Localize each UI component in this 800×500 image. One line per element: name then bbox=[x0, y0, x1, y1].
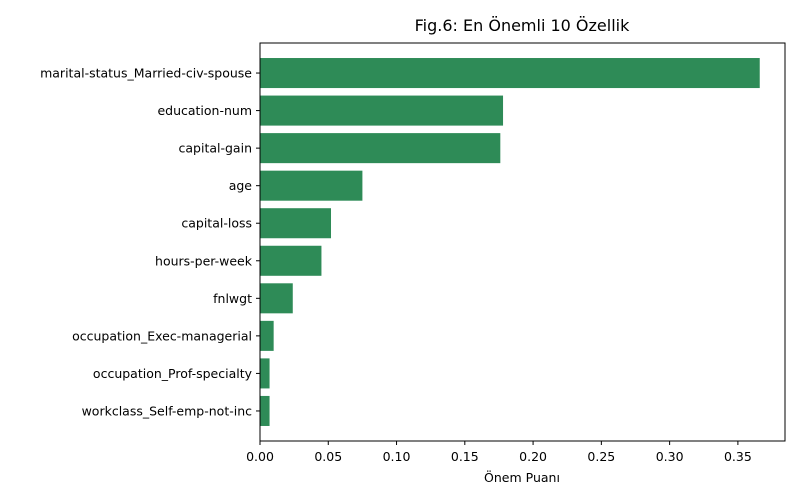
bar-1 bbox=[260, 95, 504, 126]
y-tick-label: occupation_Exec-managerial bbox=[72, 328, 252, 343]
x-tick-label: 0.25 bbox=[587, 449, 615, 464]
y-tick-label: marital-status_Married-civ-spouse bbox=[40, 66, 252, 81]
y-tick-label: education-num bbox=[157, 103, 252, 118]
x-tick-label: 0.15 bbox=[451, 449, 479, 464]
y-tick-label: occupation_Prof-specialty bbox=[93, 366, 253, 381]
bar-0 bbox=[260, 58, 760, 89]
x-tick-label: 0.05 bbox=[314, 449, 342, 464]
bar-4 bbox=[260, 208, 332, 239]
x-tick-label: 0.30 bbox=[656, 449, 684, 464]
x-tick-label: 0.10 bbox=[383, 449, 411, 464]
bars-group bbox=[260, 58, 760, 426]
x-tick-label: 0.20 bbox=[519, 449, 547, 464]
y-tick-label: capital-loss bbox=[181, 216, 252, 231]
x-axis: 0.00 0.05 0.10 0.15 0.20 0.25 0.30 0.35 bbox=[246, 441, 752, 464]
y-tick-label: fnlwgt bbox=[213, 291, 252, 306]
bar-3 bbox=[260, 170, 363, 201]
x-tick-label: 0.35 bbox=[724, 449, 752, 464]
y-tick-label: capital-gain bbox=[179, 141, 252, 156]
bar-2 bbox=[260, 133, 501, 164]
y-tick-label: hours-per-week bbox=[155, 253, 253, 268]
y-tick-label: workclass_Self-emp-not-inc bbox=[82, 403, 253, 418]
bar-5 bbox=[260, 245, 322, 276]
y-tick-label: age bbox=[229, 178, 253, 193]
bar-8 bbox=[260, 358, 270, 389]
chart-title: Fig.6: En Önemli 10 Özellik bbox=[415, 16, 630, 35]
y-axis: marital-status_Married-civ-spouseeducati… bbox=[40, 66, 260, 418]
bar-7 bbox=[260, 320, 274, 351]
bar-9 bbox=[260, 395, 270, 426]
x-axis-label: Önem Puanı bbox=[484, 469, 560, 485]
bar-6 bbox=[260, 283, 293, 314]
x-tick-label: 0.00 bbox=[246, 449, 274, 464]
plot-frame bbox=[259, 42, 786, 442]
